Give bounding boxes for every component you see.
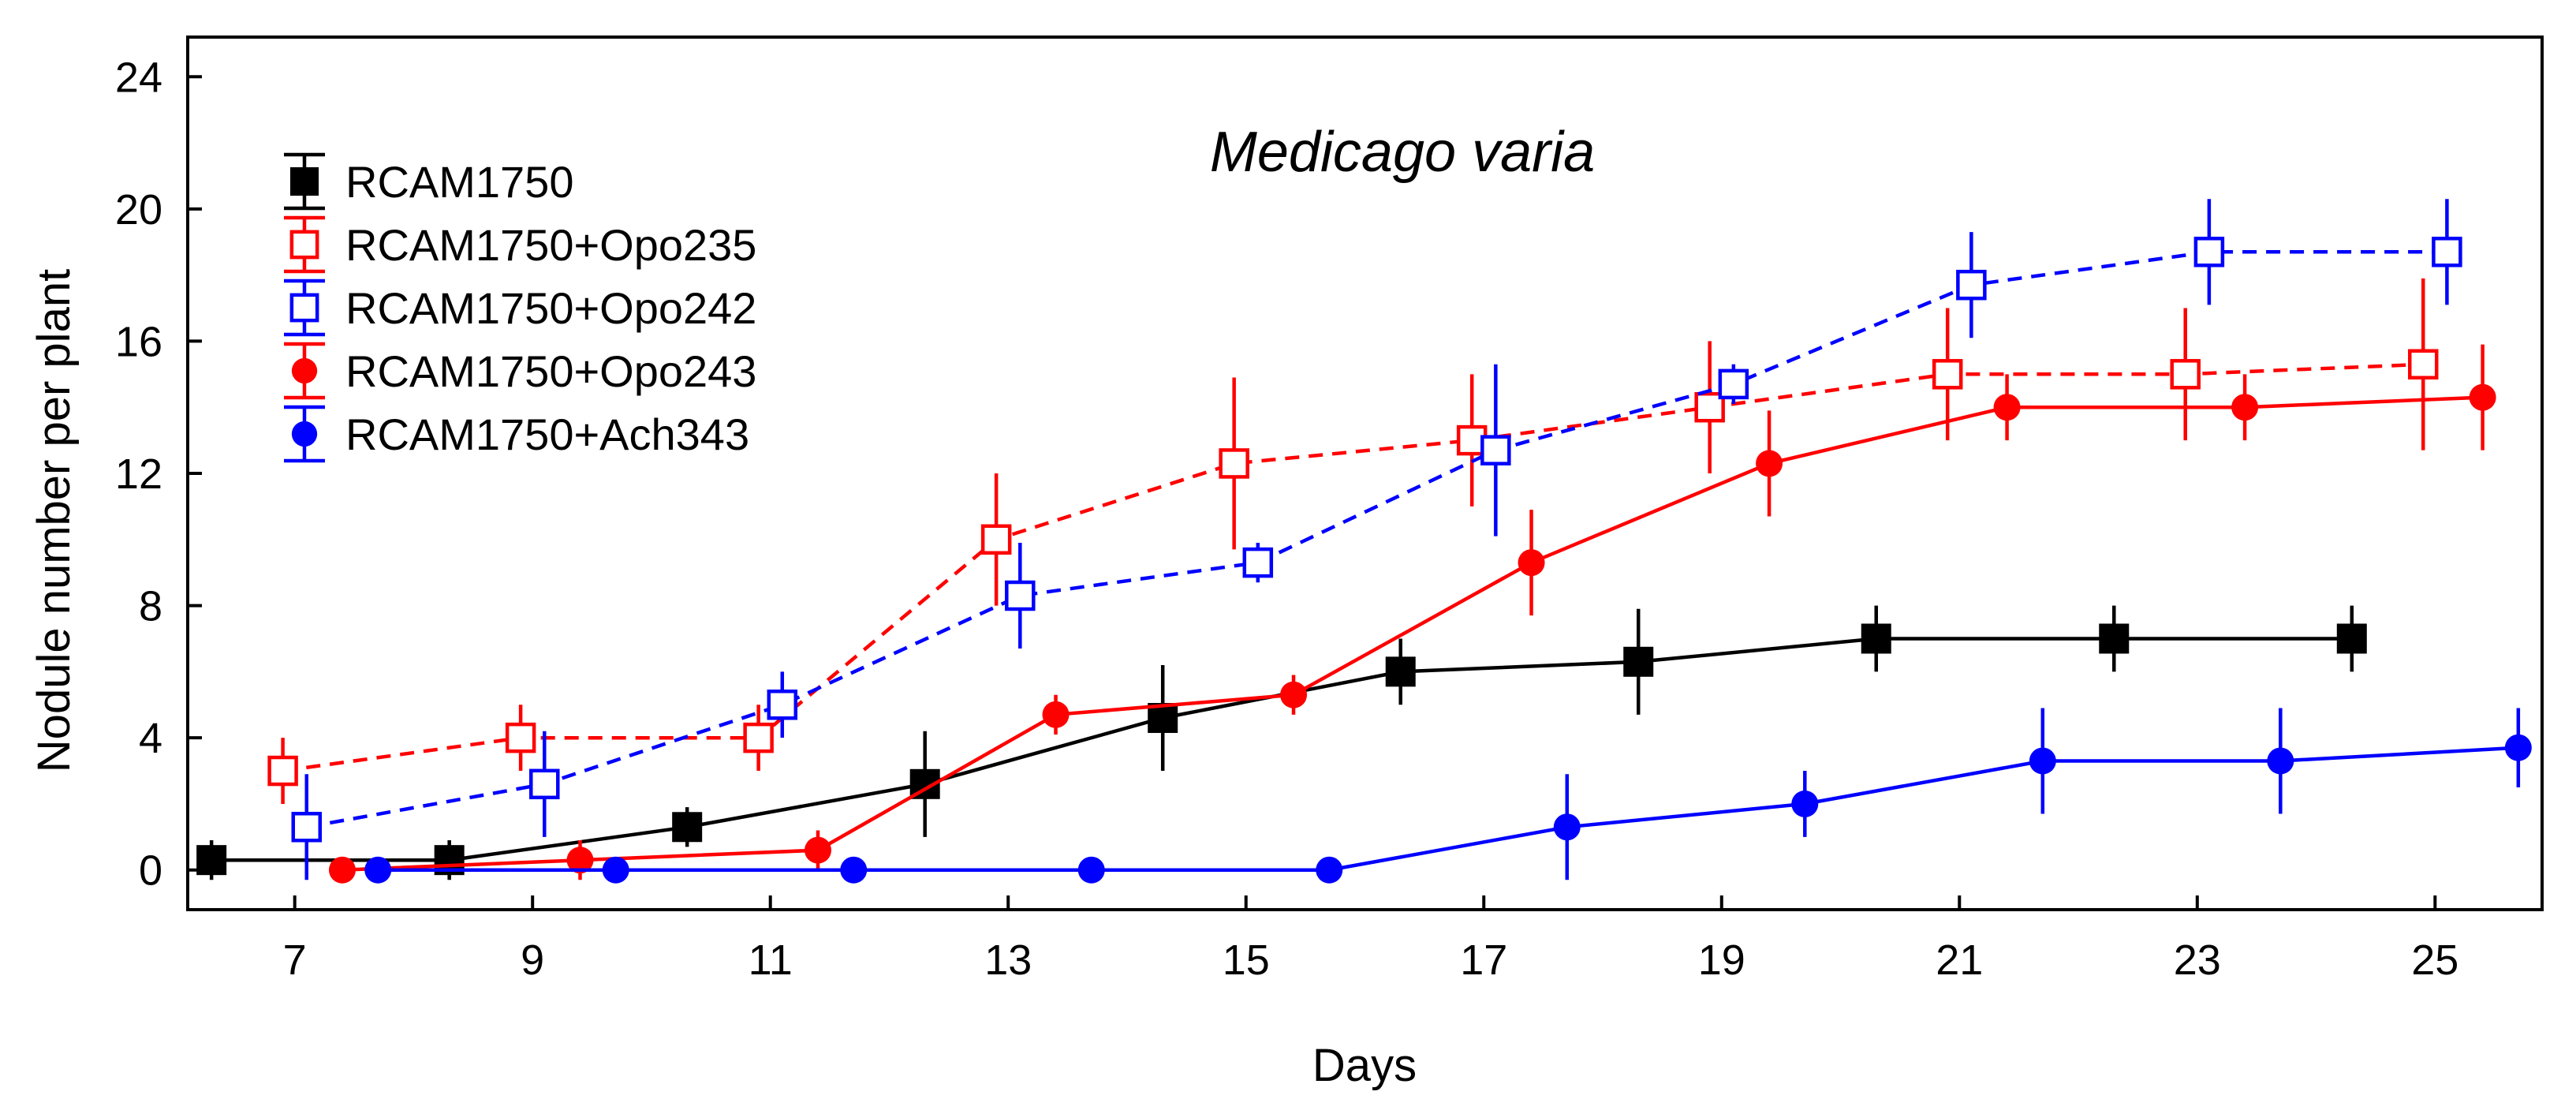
data-point [743,722,774,753]
x-tick-label: 11 [749,936,793,984]
series-layer [196,199,2532,884]
data-point [364,856,392,884]
data-point [289,166,319,196]
data-point [2231,394,2259,421]
legend-item: RCAM1750+Opo242 [284,278,756,337]
x-tick-label: 25 [2411,936,2458,984]
plot-area [186,36,2544,911]
data-point [805,836,832,864]
data-point [2193,237,2225,267]
x-tick-label: 17 [1460,936,1507,984]
data-point [291,812,323,843]
legend-item: RCAM1750+Opo243 [284,342,756,400]
data-point [2504,734,2532,761]
series-rcam1750-opo242 [291,199,2462,880]
legend-item: RCAM1750+Ach343 [284,405,749,463]
data-point [2267,747,2294,775]
data-point [1553,813,1581,841]
series-rcam1750-ach343 [364,708,2532,884]
data-point [291,357,318,384]
data-point [529,768,560,800]
data-point [2099,623,2130,654]
data-point [980,524,1012,555]
data-point [267,755,298,787]
data-point [1242,547,1274,578]
legend-label: RCAM1750+Opo243 [345,346,756,396]
data-point [1791,790,1819,817]
legend-label: RCAM1750 [345,157,573,207]
series-line [342,395,2483,872]
data-point [1280,681,1308,708]
y-tick-label: 8 [139,583,162,630]
data-point [2407,349,2439,379]
data-point [1718,368,1749,400]
y-axis: 0 4 8 12 16 20 24 [115,54,202,895]
x-tick-label: 9 [521,936,544,984]
legend: RCAM1750 RCAM1750+Opo235 RCAM1750+Opo242 RC… [284,152,756,463]
data-point [1077,856,1105,884]
x-tick-label: 7 [283,936,307,984]
data-point [1623,646,1654,677]
y-tick-label: 20 [115,186,162,234]
data-point [196,845,227,876]
data-point [289,293,319,323]
data-point [1756,450,1783,477]
x-tick-label: 15 [1223,936,1270,984]
data-point [1042,701,1070,728]
data-point [1518,549,1545,577]
data-point [2432,237,2462,267]
series-line [306,250,2447,829]
data-point [1861,623,1891,654]
data-point [1480,435,1511,465]
data-point [1005,580,1036,611]
legend-label: RCAM1750+Opo242 [345,283,756,333]
data-point [672,812,703,843]
x-axis-title: Days [1312,1040,1417,1091]
y-tick-label: 0 [139,847,162,895]
chart-title: Medicago varia [1210,121,1595,184]
data-point [1956,269,1987,301]
data-point [767,690,798,720]
y-tick-label: 4 [139,715,162,762]
data-point [2170,359,2201,390]
data-point [291,421,318,447]
legend-item: RCAM1750 [284,152,573,211]
x-axis: 7 9 11 13 15 17 19 21 23 25 [283,895,2458,984]
data-point [840,856,868,884]
y-axis-title: Nodule number per plant [28,269,80,772]
data-point [505,722,536,753]
data-point [289,230,319,260]
y-tick-label: 12 [115,450,162,498]
data-point [2029,747,2056,775]
series-line [378,746,2518,872]
y-tick-label: 24 [115,54,162,101]
data-point [2336,623,2367,654]
data-point [2469,383,2496,411]
x-tick-label: 23 [2174,936,2221,984]
data-point [1385,656,1416,687]
data-point [602,856,629,884]
data-point [328,856,356,884]
data-point [566,847,594,874]
x-tick-label: 13 [984,936,1032,984]
y-tick-label: 16 [115,318,162,365]
x-tick-label: 19 [1698,936,1745,984]
series-rcam1750-opo243 [328,344,2496,884]
x-tick-label: 21 [1936,936,1983,984]
series-line [282,362,2424,773]
data-point [1219,448,1249,479]
legend-label: RCAM1750+Ach343 [345,409,749,459]
legend-item: RCAM1750+Opo235 [284,215,756,274]
data-point [1993,394,2021,421]
data-point [1316,856,1343,884]
legend-label: RCAM1750+Opo235 [345,220,756,270]
data-point [1932,359,1963,390]
